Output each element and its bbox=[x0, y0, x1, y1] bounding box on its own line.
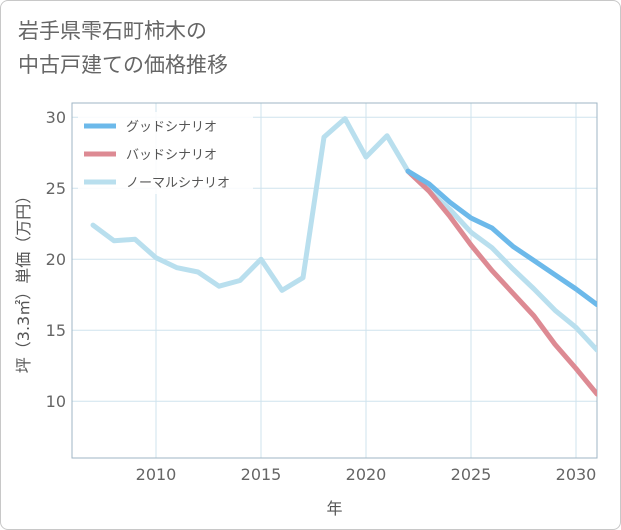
chart-title-line-1: 岩手県雫石町柿木の bbox=[18, 19, 207, 43]
x-tick-label-2015: 2015 bbox=[241, 465, 282, 484]
chart-title: 岩手県雫石町柿木の 中古戸建ての価格推移 bbox=[18, 14, 438, 82]
y-tick-label-15: 15 bbox=[46, 321, 66, 340]
normal-scenario-line bbox=[90, 116, 597, 353]
x-tick-label-2020: 2020 bbox=[346, 465, 387, 484]
legend-normal-scenario-label: ノーマルシナリオ bbox=[126, 176, 230, 191]
y-tick-label-30: 30 bbox=[46, 108, 66, 127]
y-axis-ticks: 10 15 20 25 30 bbox=[46, 108, 66, 411]
y-axis-title: 坪（3.3㎡）単価（万円） bbox=[14, 188, 33, 373]
x-axis-title: 年 bbox=[326, 499, 342, 518]
x-tick-label-2025: 2025 bbox=[451, 465, 492, 484]
series-layer bbox=[90, 116, 597, 397]
x-axis-ticks: 2010 2015 2020 2025 2030 bbox=[136, 465, 597, 484]
x-tick-label-2010: 2010 bbox=[136, 465, 177, 484]
good-scenario-line bbox=[405, 168, 597, 308]
plot-area-border bbox=[71, 102, 598, 459]
chart-title-line-2: 中古戸建ての価格推移 bbox=[18, 53, 228, 77]
y-tick-label-20: 20 bbox=[46, 250, 66, 269]
x-tick-label-2030: 2030 bbox=[556, 465, 597, 484]
bad-scenario-line bbox=[405, 168, 597, 397]
legend-bad-scenario-label: バッドシナリオ bbox=[126, 148, 217, 163]
y-tick-label-25: 25 bbox=[46, 179, 66, 198]
legend-good-scenario-label: グッドシナリオ bbox=[126, 120, 217, 135]
y-tick-label-10: 10 bbox=[46, 392, 66, 411]
